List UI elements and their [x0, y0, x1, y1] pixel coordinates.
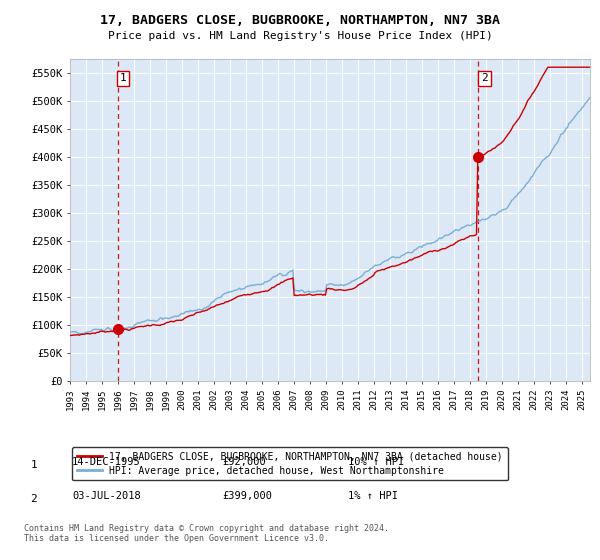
Text: 1: 1: [120, 73, 127, 83]
Text: 2: 2: [481, 73, 488, 83]
Text: 1% ↑ HPI: 1% ↑ HPI: [348, 491, 398, 501]
Text: 17, BADGERS CLOSE, BUGBROOKE, NORTHAMPTON, NN7 3BA: 17, BADGERS CLOSE, BUGBROOKE, NORTHAMPTO…: [100, 14, 500, 27]
Text: 2: 2: [30, 494, 37, 504]
Text: Price paid vs. HM Land Registry's House Price Index (HPI): Price paid vs. HM Land Registry's House …: [107, 31, 493, 41]
Text: 14-DEC-1995: 14-DEC-1995: [72, 457, 141, 467]
Text: £399,000: £399,000: [222, 491, 272, 501]
Text: Contains HM Land Registry data © Crown copyright and database right 2024.
This d: Contains HM Land Registry data © Crown c…: [24, 524, 389, 543]
Legend: 17, BADGERS CLOSE, BUGBROOKE, NORTHAMPTON, NN7 3BA (detached house), HPI: Averag: 17, BADGERS CLOSE, BUGBROOKE, NORTHAMPTO…: [73, 447, 508, 480]
Text: £92,000: £92,000: [222, 457, 266, 467]
Text: 03-JUL-2018: 03-JUL-2018: [72, 491, 141, 501]
Text: 10% ↑ HPI: 10% ↑ HPI: [348, 457, 404, 467]
Text: 1: 1: [30, 460, 37, 470]
